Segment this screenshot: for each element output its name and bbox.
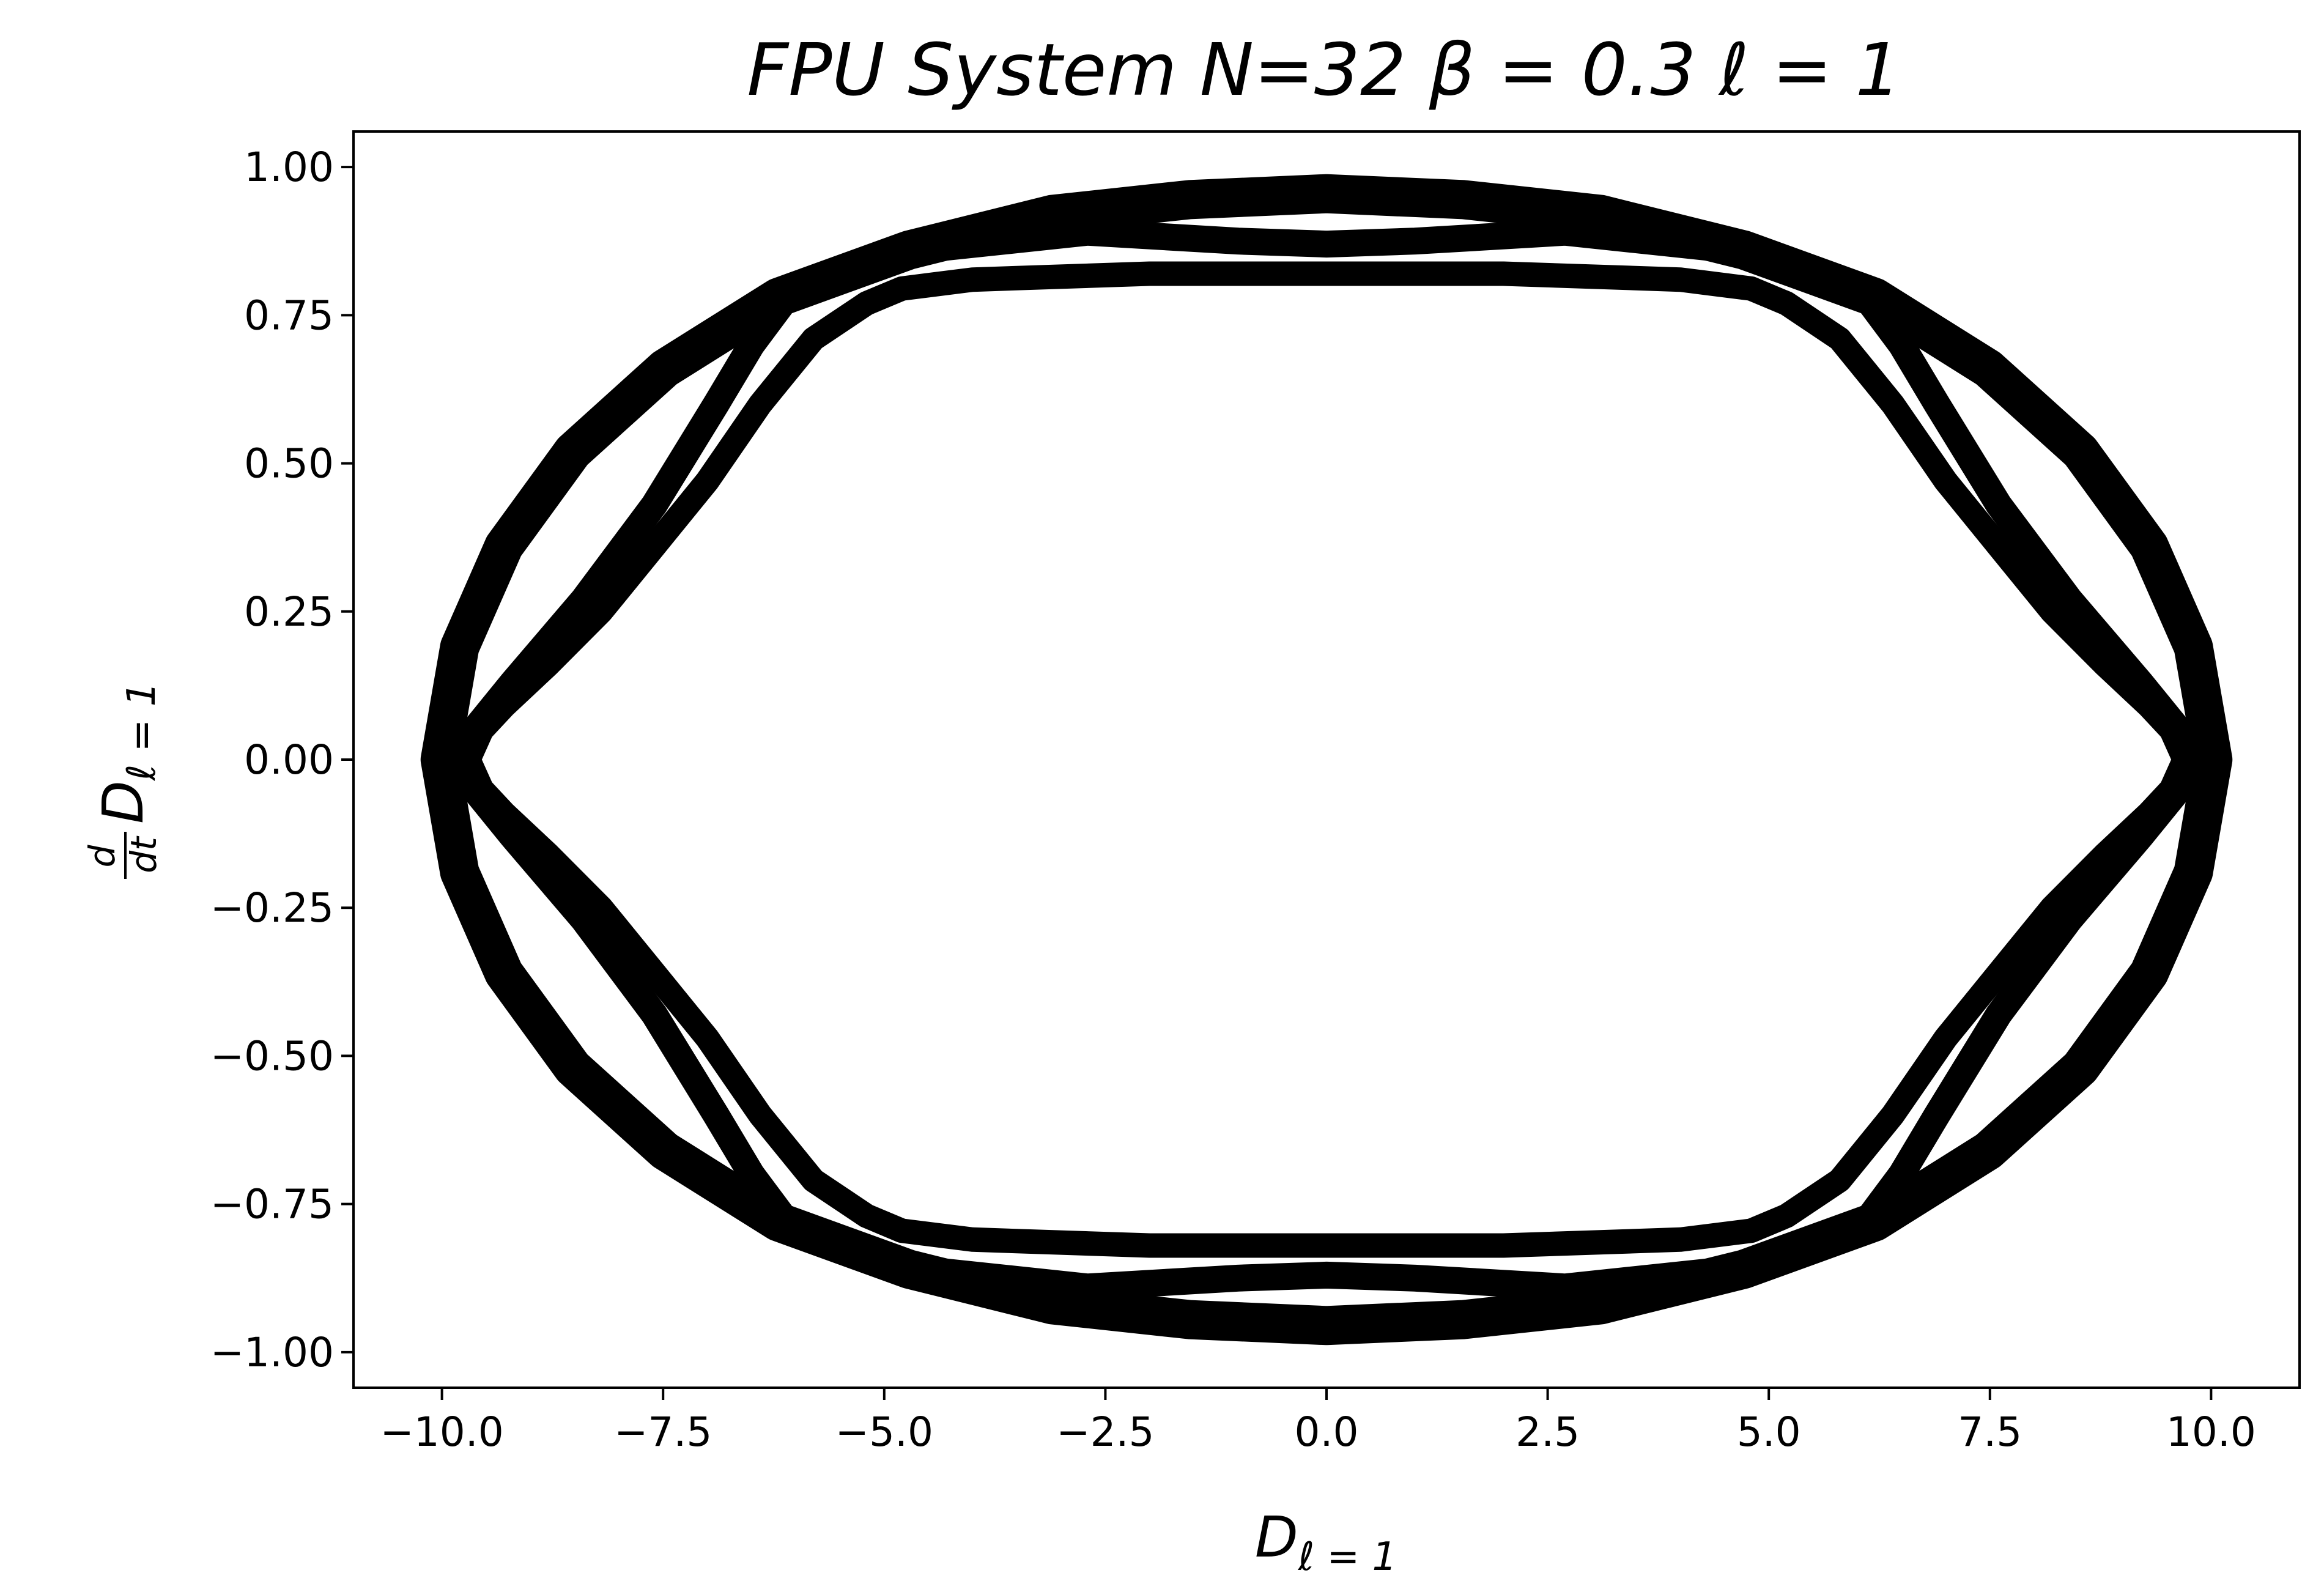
x-tick-label: 2.5 <box>1515 1409 1580 1456</box>
x-axis-label-subscript: ℓ = 1 <box>1298 1535 1397 1580</box>
x-tick-label: −2.5 <box>1056 1409 1154 1456</box>
y-tick-label: 1.00 <box>244 144 334 191</box>
plot-background <box>353 131 2300 1388</box>
x-axis-label: Dℓ = 1 <box>1255 1505 1397 1580</box>
y-axis-label-main: Dℓ = 1 <box>91 682 165 824</box>
y-axis-label-subscript: ℓ = 1 <box>119 682 165 781</box>
trajectory-band-3 <box>446 218 2207 1301</box>
y-axis-ticks: 1.00 0.75 0.50 0.25 0.00 −0.25 −0.50 −0.75 −1.00 <box>210 144 353 1376</box>
y-tick-label: 0.00 <box>244 736 334 783</box>
y-tick-label: −0.25 <box>210 884 334 931</box>
x-axis-label-main: D <box>1255 1505 1298 1570</box>
y-tick-label: −0.50 <box>210 1032 334 1079</box>
y-axis-label-symbol: D <box>91 780 156 824</box>
x-tick-label: −5.0 <box>835 1409 933 1456</box>
y-tick-label: −0.75 <box>210 1181 334 1228</box>
x-tick-label: 7.5 <box>1958 1409 2022 1456</box>
series-layer <box>420 174 2233 1346</box>
y-axis-label-derivative-denominator: dt <box>123 835 165 873</box>
y-tick-label: −1.00 <box>210 1329 334 1376</box>
x-axis-ticks: −10.0 −7.5 −5.0 −2.5 0.0 2.5 5.0 7.5 10.0 <box>380 1388 2256 1456</box>
plot-area <box>352 130 2301 1389</box>
x-tick-label: −10.0 <box>380 1409 504 1456</box>
y-tick-label: 0.50 <box>244 440 334 487</box>
y-tick-label: 0.75 <box>244 292 334 339</box>
chart-title: FPU System N=32 β = 0.3 ℓ = 1 <box>747 28 1901 112</box>
y-axis-label: d dt Dℓ = 1 <box>81 682 165 879</box>
x-tick-label: 0.0 <box>1295 1409 1359 1456</box>
x-tick-label: 5.0 <box>1737 1409 1801 1456</box>
x-tick-label: −7.5 <box>614 1409 712 1456</box>
y-tick-label: 0.25 <box>244 588 334 635</box>
x-tick-label: 10.0 <box>2166 1409 2256 1456</box>
y-axis-label-derivative-numerator: d <box>81 844 123 867</box>
